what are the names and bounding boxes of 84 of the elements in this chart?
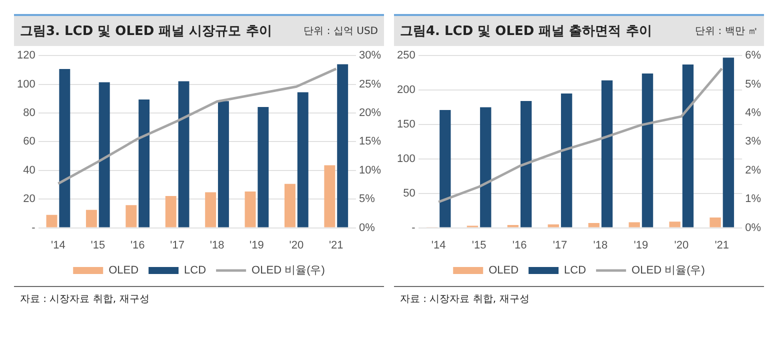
bar [628,222,640,228]
text: 자료 : 시장자료 취합, 재구성 [394,286,764,311]
y2-tick-label: 25% [358,78,382,90]
bar [138,100,150,228]
bar [205,192,216,228]
chart-title: 그림3. LCD 및 OLED 패널 시장규모 추이 [20,23,272,40]
y2-tick-label: 1% [745,193,762,206]
y2-tick-label: 15% [358,136,382,148]
bar [642,74,654,228]
chart-subtitle: 단위 : 십억 USD [304,25,378,38]
x-tick-label: '20 [674,239,689,252]
y2-tick-label: 10% [358,164,382,176]
y2-tick-label: 4% [745,107,762,120]
bar [722,58,734,228]
y2-tick-label: 0% [358,222,376,234]
y2-tick-label: 3% [745,136,762,148]
bar [520,101,532,228]
bar [46,214,58,228]
y2-tick-label: 5% [745,78,762,90]
bar [98,82,110,228]
x-tick-label: '15 [472,239,486,252]
text: 자료 : 시장자료 취합, 재구성 [14,286,384,311]
y-tick-label: 150 [396,118,416,131]
x-tick-label: '16 [130,239,145,252]
legend-label: OLED [108,264,139,277]
x-tick-label: '18 [593,239,608,252]
x-tick-label: '17 [170,239,184,252]
bar [560,93,572,228]
x-tick-label: '17 [552,239,568,252]
y-tick-label: 80 [23,107,36,120]
x-tick-label: '15 [90,239,106,252]
y-tick-label: - [32,222,36,234]
x-tick-label: '20 [289,239,304,252]
bar [178,81,190,228]
bar [244,191,256,228]
y-tick-label: - [412,222,416,234]
legend-label: LCD [184,264,206,277]
bar [669,222,680,228]
bar [165,196,176,228]
x-tick-label: '18 [210,239,224,252]
y2-tick-label: 6% [745,50,762,62]
y2-tick-label: 5% [358,193,376,206]
bar [258,106,269,228]
bar [710,217,721,228]
bar [682,64,694,228]
bar [297,92,308,228]
y-tick-label: 250 [396,50,416,62]
x-tick-label: '19 [250,239,264,252]
y-tick-label: 40 [23,164,36,176]
x-tick-label: '19 [634,239,648,252]
legend-label: OLED 비율(우) [252,264,325,277]
y2-tick-label: 20% [358,107,382,120]
bar [337,64,348,228]
legend-label: LCD [564,264,586,277]
bar [601,80,613,228]
y2-tick-label: 2% [745,164,762,176]
x-tick-label: '21 [328,239,344,252]
y2-tick-label: 0% [745,222,762,234]
y2-tick-label: 30% [358,50,382,62]
bar [480,107,492,228]
bar [440,110,451,228]
bar [218,101,229,228]
legend-label: OLED [488,264,519,277]
y-tick-label: 100 [16,78,36,90]
bar [548,224,560,228]
bar [86,210,97,228]
legend-label: OLED 비율(우) [632,264,705,277]
bar [126,205,137,228]
chart-subtitle: 단위 : 백만 ㎡ [695,25,758,38]
y-tick-label: 60 [23,136,36,148]
bar [324,165,336,228]
y-tick-label: 120 [16,50,36,62]
x-tick-label: '14 [431,239,446,252]
y-tick-label: 20 [23,193,36,206]
y-tick-label: 200 [396,84,416,96]
bar [59,68,70,228]
y-tick-label: 100 [396,152,416,165]
x-tick-label: '21 [714,239,730,252]
bar [588,222,600,228]
y-tick-label: 50 [403,187,416,200]
x-tick-label: '14 [51,239,66,252]
bar [284,184,296,228]
x-tick-label: '16 [512,239,527,252]
chart-title: 그림4. LCD 및 OLED 패널 출하면적 추이 [400,23,652,40]
